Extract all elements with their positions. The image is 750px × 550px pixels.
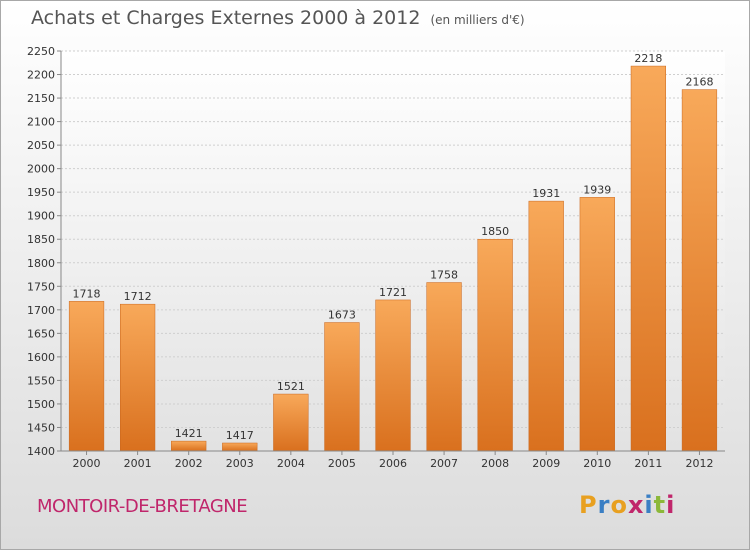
x-tick-label-2008: 2008	[481, 457, 509, 470]
y-tick-label: 1700	[27, 304, 55, 317]
value-label-2005: 1673	[328, 309, 356, 322]
logo-letter: i	[666, 491, 676, 519]
x-tick-label-2005: 2005	[328, 457, 356, 470]
bar-2000	[68, 301, 105, 452]
x-tick-label-2006: 2006	[379, 457, 407, 470]
x-tick-label-2004: 2004	[277, 457, 305, 470]
y-tick-label: 1750	[27, 280, 55, 293]
y-tick-label: 1450	[27, 421, 55, 434]
y-tick-label: 1600	[27, 351, 55, 364]
value-label-2001: 1712	[124, 290, 152, 303]
y-tick-label: 2000	[27, 163, 55, 176]
chart-unit: (en milliers d'€)	[430, 13, 525, 27]
y-tick-label: 2050	[27, 139, 55, 152]
x-tick-label-2012: 2012	[685, 457, 713, 470]
x-tick-label-2007: 2007	[430, 457, 458, 470]
value-label-2011: 2218	[634, 52, 662, 65]
bar-2005	[324, 322, 360, 452]
value-label-2008: 1850	[481, 225, 509, 238]
y-tick-label: 2200	[27, 69, 55, 82]
y-tick-label: 1850	[27, 233, 55, 246]
bar-2010	[579, 197, 615, 452]
bar-2008	[477, 238, 513, 452]
y-tick-label: 1900	[27, 210, 55, 223]
logo-letter: i	[644, 491, 654, 519]
bar-2003	[222, 442, 258, 452]
y-tick-label: 1400	[27, 445, 55, 458]
logo-letter: P	[579, 491, 598, 519]
x-tick-label-2011: 2011	[634, 457, 662, 470]
value-label-2009: 1931	[532, 187, 560, 200]
x-tick-label-2003: 2003	[226, 457, 254, 470]
value-label-2000: 1718	[73, 287, 101, 300]
y-tick-label: 1950	[27, 186, 55, 199]
x-tick-label-2001: 2001	[124, 457, 152, 470]
value-label-2012: 2168	[685, 76, 713, 89]
y-tick-label: 1800	[27, 257, 55, 270]
value-label-2010: 1939	[583, 183, 611, 196]
value-label-2004: 1521	[277, 380, 305, 393]
bar-2007	[426, 282, 462, 452]
y-tick-label: 2150	[27, 92, 55, 105]
bar-2009	[528, 200, 564, 452]
y-tick-label: 1500	[27, 398, 55, 411]
logo-letter: x	[627, 491, 645, 519]
x-tick-label-2000: 2000	[73, 457, 101, 470]
y-tick-label: 1550	[27, 374, 55, 387]
value-label-2006: 1721	[379, 286, 407, 299]
bar-2012	[681, 89, 718, 452]
title-row: Achats et Charges Externes 2000 à 2012 (e…	[31, 7, 525, 29]
axes: 1400 1450 1500 1550 1600 1650 1700 1750 1800 1850…	[27, 45, 725, 470]
logo-letter: t	[653, 491, 667, 519]
y-tick-label: 1650	[27, 327, 55, 340]
logo-letter: r	[597, 491, 611, 519]
chart-title: Achats et Charges Externes 2000 à 2012	[31, 7, 421, 29]
value-label-2007: 1758	[430, 269, 458, 282]
bar-2004	[273, 393, 309, 452]
x-tick-label-2002: 2002	[175, 457, 203, 470]
bars: 1718 1712 1421 1417 1521 1673 1721 1758 1850 1931…	[68, 52, 718, 452]
proxiti-logo[interactable]: Proxiti	[579, 491, 675, 519]
x-tick-label-2009: 2009	[532, 457, 560, 470]
y-tick-label: 2250	[27, 45, 55, 58]
value-label-2002: 1421	[175, 427, 203, 440]
bar-2006	[375, 299, 411, 452]
value-label-2003: 1417	[226, 429, 254, 442]
commune-name: MONTOIR-DE-BRETAGNE	[37, 496, 248, 517]
y-tick-label: 2100	[27, 116, 55, 129]
bar-2001	[119, 303, 156, 452]
x-tick-label-2010: 2010	[583, 457, 611, 470]
bar-2011	[630, 65, 667, 452]
logo-letter: o	[610, 491, 628, 519]
bar-2002	[171, 440, 207, 452]
